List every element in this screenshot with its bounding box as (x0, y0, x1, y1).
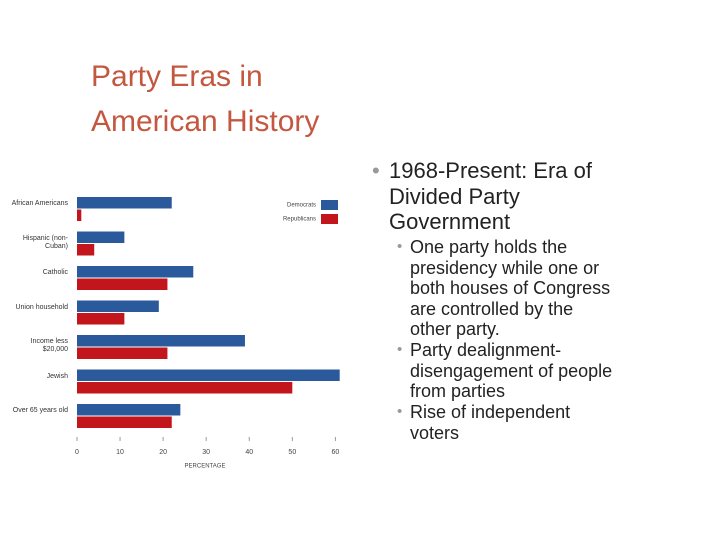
bullet-dot: • (397, 341, 403, 358)
sub-bullet-line: voters (410, 422, 460, 443)
bar (77, 209, 82, 221)
bar (77, 266, 194, 278)
bullet-line: Divided Party (389, 183, 520, 209)
bar (77, 313, 125, 325)
bar (77, 347, 168, 359)
x-tick-label: 10 (116, 449, 124, 456)
bar (77, 197, 172, 209)
bar (77, 300, 159, 312)
sub-bullet: • Rise of independent voters (397, 402, 570, 443)
sub-bullet: • Party dealignment-disengagement of peop… (397, 340, 612, 402)
bar (77, 335, 245, 347)
bullet-line: 1968-Present: Era of (389, 158, 593, 183)
bar (77, 278, 168, 290)
bar (77, 244, 95, 256)
sub-bullet: • One party holds the presidency while one… (397, 237, 610, 340)
x-tick-label: 30 (202, 449, 210, 456)
sub-bullet-line: One party holds the (410, 237, 568, 257)
category-label: Catholic (42, 269, 68, 276)
x-axis-label: PERCENTAGE (185, 464, 226, 470)
legend-swatch (321, 214, 338, 224)
slide-title: Party Eras in American History (91, 54, 319, 144)
bar (77, 369, 340, 381)
bar (77, 404, 181, 416)
x-tick-label: 0 (75, 449, 79, 456)
sub-bullet-line: presidency while one or (410, 257, 600, 278)
sub-bullet-line: Rise of independent (410, 402, 571, 422)
x-tick-label: 50 (288, 449, 296, 456)
category-label: African Americans (11, 200, 68, 207)
legend-swatch (321, 200, 338, 210)
x-tick-label: 40 (245, 449, 253, 456)
bullet-dot: • (397, 403, 403, 420)
sub-bullet-line: other party. (410, 319, 500, 339)
x-tick-label: 20 (159, 449, 167, 456)
sub-bullet-line: both houses of Congress (410, 278, 611, 298)
legend-label: Democrats (287, 203, 316, 209)
sub-bullet-line: are controlled by the (410, 298, 574, 319)
title-line: American History (91, 105, 320, 138)
category-label: Hispanic (non-Cuban) (22, 234, 68, 250)
sub-bullet-line: disengagement of people (410, 360, 613, 381)
title-line: Party Eras in (91, 60, 263, 93)
bullet-dot: • (397, 238, 403, 255)
bullet-dot: • (372, 158, 380, 183)
bar (77, 231, 125, 243)
bar (77, 416, 172, 428)
category-label: Over 65 years old (12, 407, 68, 414)
category-label: Income less $20,000 (30, 338, 68, 353)
bar (77, 382, 293, 394)
bullet: • 1968-Present: Era of Divided Party Govern… (372, 158, 592, 235)
legend-label: Republicans (283, 217, 316, 223)
x-tick-label: 60 (331, 449, 339, 456)
bullet-line: Government (389, 209, 511, 234)
sub-bullet-line: Party dealignment- (410, 340, 562, 360)
category-label: Union household (15, 303, 68, 311)
category-label: Jewish (46, 372, 68, 380)
sub-bullet-line: from parties (410, 381, 506, 401)
